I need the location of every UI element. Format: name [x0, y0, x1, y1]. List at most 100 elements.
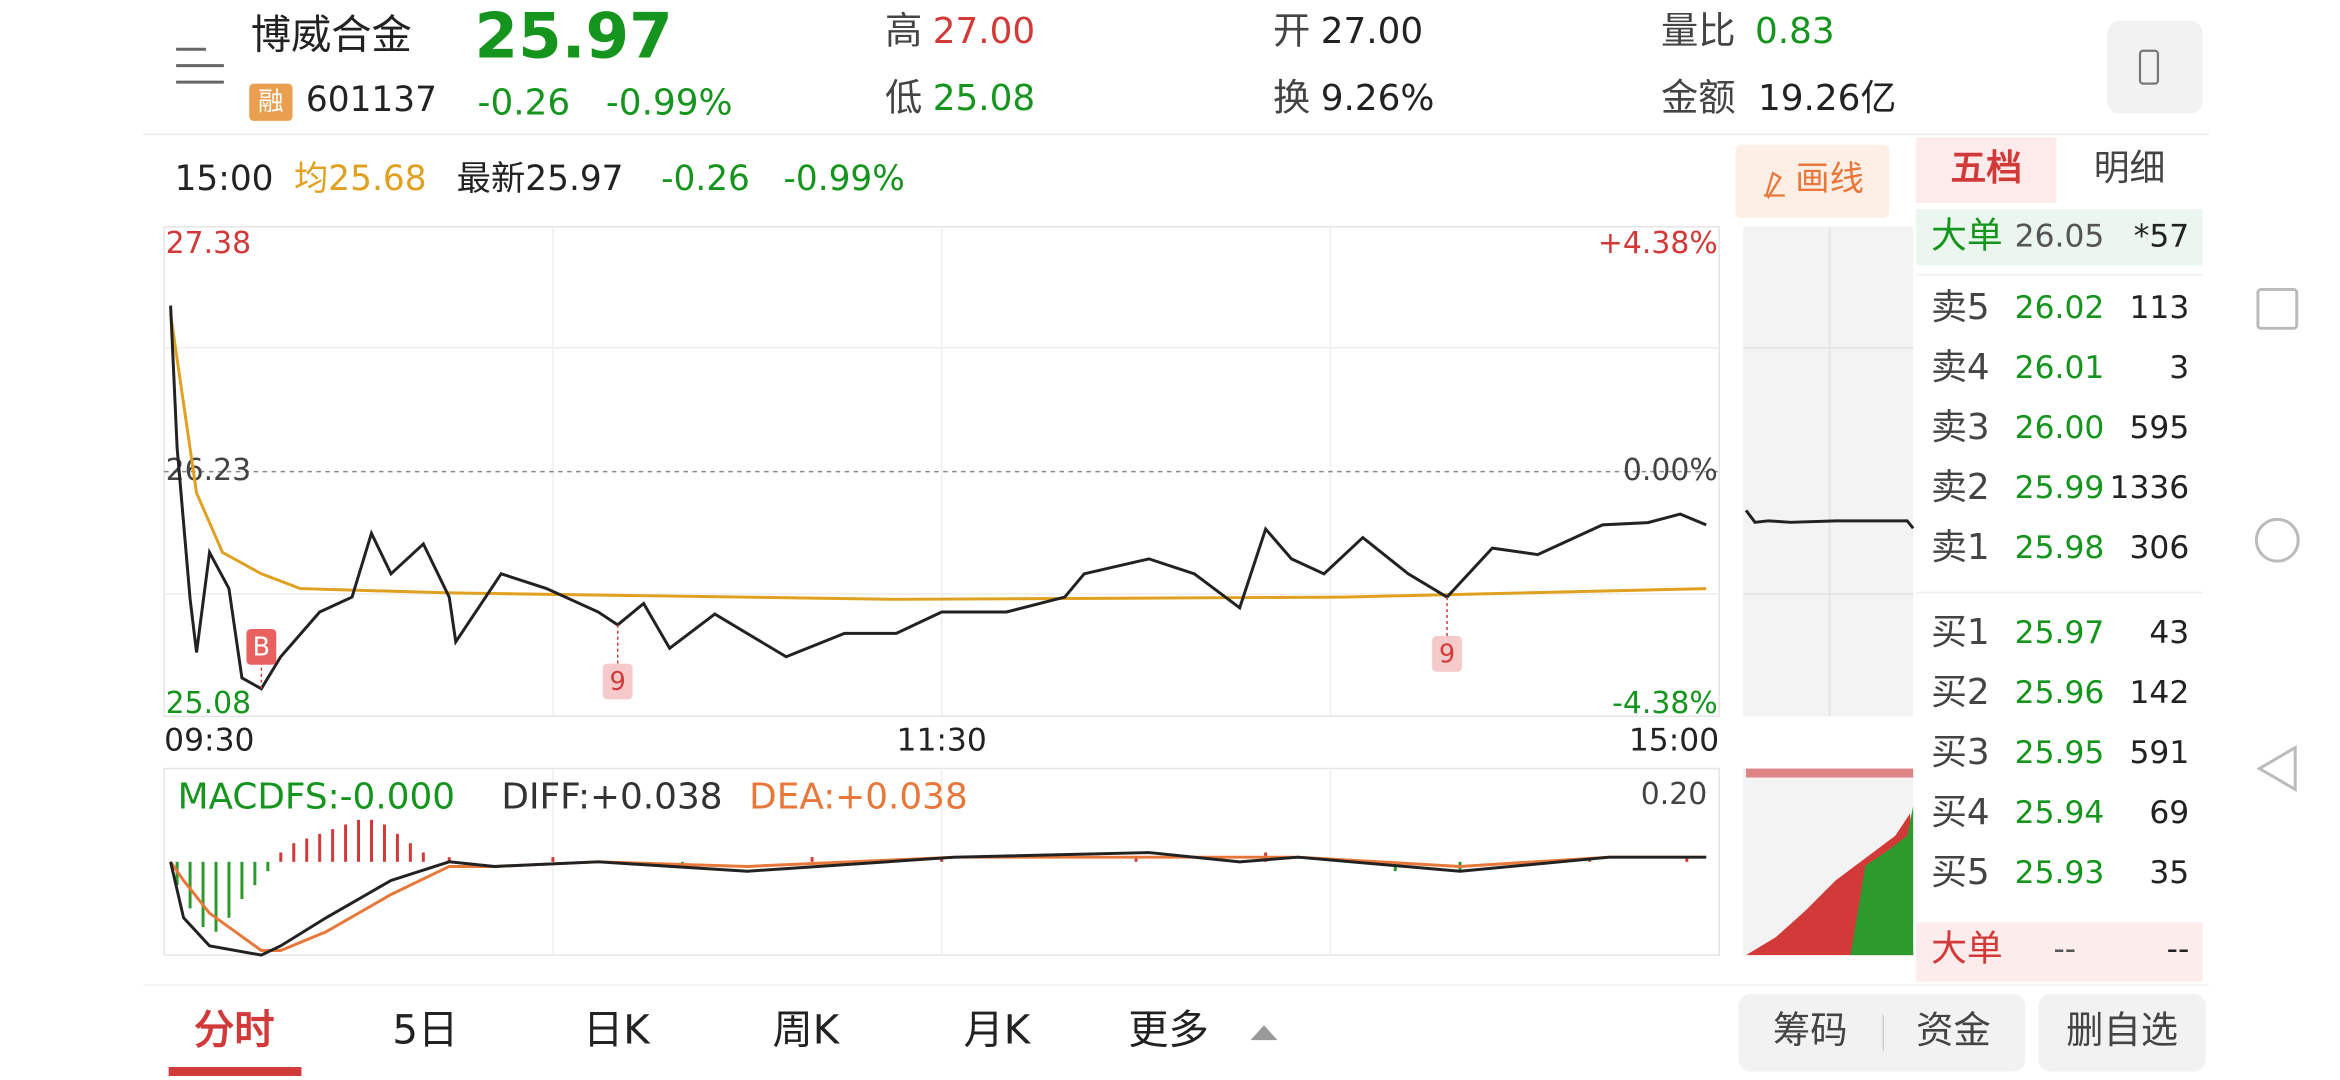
avg-line [169, 313, 1707, 601]
stat-value: 19.26亿 [1758, 78, 1896, 119]
change: -0.26 [478, 82, 571, 123]
stat-label: 换 [1273, 75, 1310, 119]
big-order-bg [1916, 208, 2203, 266]
book-label: 大单 [1931, 929, 2003, 970]
y-tick-label: 27.38 [166, 226, 251, 261]
bottom-tab[interactable]: 更多 [1128, 1007, 1209, 1054]
draw-button-label: 画线 [1795, 159, 1864, 199]
big-order-bg [1916, 922, 2203, 982]
stat-label: 金额 [1661, 75, 1736, 119]
tab-underline [168, 1067, 302, 1076]
book-price: 25.98 [2015, 530, 2105, 566]
mini-line [1744, 509, 1915, 530]
device-button[interactable] [2107, 20, 2203, 114]
mini-chart-bg [1743, 226, 1914, 717]
book-volume: 595 [2129, 410, 2189, 446]
device-icon [2138, 49, 2160, 85]
book-label: 卖3 [1931, 407, 1990, 448]
stat-label: 量比 [1661, 8, 1736, 52]
book-volume: 3 [2169, 350, 2189, 386]
pct-label: 0.00% [1623, 453, 1718, 488]
stat-value: 27.00 [933, 11, 1035, 52]
price-line [169, 305, 1707, 691]
summary-time: 15:00 [175, 159, 274, 199]
book-volume: 69 [2149, 795, 2189, 831]
stat-label: 低 [885, 75, 922, 119]
badge: 融 [258, 86, 283, 116]
x-tick-label: 15:00 [1629, 723, 1719, 759]
book-label: 卖1 [1931, 527, 1990, 568]
book-volume: 35 [2149, 855, 2189, 891]
nav-back[interactable] [2256, 745, 2297, 793]
macd-label: MACDFS:-0.000 [178, 776, 455, 817]
pen-icon [1763, 171, 1785, 200]
bottom-tab[interactable]: 分时 [194, 1007, 275, 1054]
more-arrow [1250, 1025, 1278, 1041]
summary-latest: 最新25.97 [457, 159, 624, 199]
draw-button[interactable] [1735, 144, 1890, 218]
book-label: 买3 [1931, 732, 1990, 773]
book-label: 大单 [1931, 215, 2003, 256]
book-price: 25.95 [2015, 735, 2105, 771]
button-bg [2038, 993, 2206, 1072]
menu-icon[interactable] [176, 47, 224, 84]
book-volume: 1336 [2110, 470, 2190, 506]
book-price: 25.93 [2015, 855, 2105, 891]
book-price: -- [2053, 932, 2076, 968]
x-tick-label: 09:30 [164, 723, 254, 759]
book-price: 26.01 [2015, 350, 2105, 386]
nav-home[interactable] [2254, 517, 2300, 563]
book-label: 买5 [1931, 852, 1990, 893]
stat-label: 开 [1273, 8, 1310, 52]
book-price: 26.05 [2015, 218, 2105, 254]
pct-label: -4.38% [1612, 686, 1718, 721]
stat-label: 高 [885, 8, 922, 52]
y-tick-label: 25.08 [166, 686, 251, 721]
macd-label: DEA:+0.038 [749, 776, 968, 817]
summary-change: -0.26 [661, 159, 750, 199]
marker [602, 663, 633, 700]
book-volume: 43 [2149, 615, 2189, 651]
side-tab[interactable]: 明细 [2094, 148, 2166, 189]
book-volume: -- [2167, 932, 2190, 968]
book-label: 买1 [1931, 612, 1990, 653]
marker [246, 628, 277, 665]
book-volume: *57 [2134, 218, 2190, 254]
book-label: 卖4 [1931, 347, 1990, 388]
book-price: 25.97 [2015, 615, 2105, 651]
macd-label: DIFF:+0.038 [501, 776, 722, 817]
stock-name: 博威合金 [251, 11, 412, 58]
book-volume: 113 [2129, 290, 2189, 326]
bottom-tab[interactable]: 日K [583, 1007, 651, 1054]
side-tab[interactable]: 五档 [1951, 148, 2023, 189]
summary-change-pct: -0.99% [783, 159, 904, 199]
button[interactable]: 筹码 [1773, 1008, 1848, 1052]
pct-label: +4.38% [1598, 226, 1718, 261]
diff-line [169, 851, 1707, 957]
stat-value: 9.26% [1321, 78, 1435, 119]
book-label: 卖5 [1931, 287, 1990, 328]
bottom-tab[interactable]: 周K [773, 1007, 841, 1054]
mini-volume-top [1746, 768, 1914, 778]
marker-label: B [253, 631, 270, 661]
bottom-tab[interactable]: 月K [964, 1007, 1032, 1054]
book-price: 26.02 [2015, 290, 2105, 326]
button[interactable]: 资金 [1916, 1008, 1991, 1052]
book-price: 25.99 [2015, 470, 2105, 506]
x-tick-label: 11:30 [897, 723, 987, 759]
tab-active-bg [1916, 137, 2057, 203]
marker [1432, 635, 1462, 672]
y-tick-label: 0.20 [1641, 777, 1707, 812]
change-pct: -0.99% [606, 82, 733, 123]
mini-volume [1850, 805, 1914, 956]
stock-code: 601137 [306, 80, 437, 120]
button[interactable]: 删自选 [2066, 1008, 2178, 1052]
bottom-tab[interactable]: 5日 [392, 1007, 458, 1054]
book-volume: 306 [2129, 530, 2189, 566]
stat-value: 0.83 [1755, 11, 1835, 52]
nav-recents[interactable] [2256, 288, 2299, 330]
book-price: 26.00 [2015, 410, 2105, 446]
marker-label: 9 [610, 666, 626, 696]
stat-value: 25.08 [933, 78, 1035, 119]
